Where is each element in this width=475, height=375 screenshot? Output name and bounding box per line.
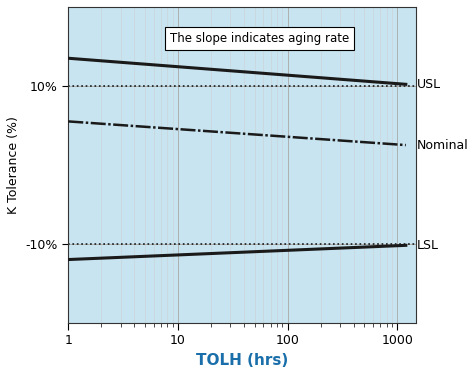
Text: The slope indicates aging rate: The slope indicates aging rate: [170, 32, 350, 45]
Text: Nominal: Nominal: [417, 139, 469, 152]
Text: USL: USL: [417, 78, 441, 91]
Y-axis label: K Tolerance (%): K Tolerance (%): [7, 116, 20, 214]
Text: LSL: LSL: [417, 239, 439, 252]
X-axis label: TOLH (hrs): TOLH (hrs): [196, 353, 288, 368]
